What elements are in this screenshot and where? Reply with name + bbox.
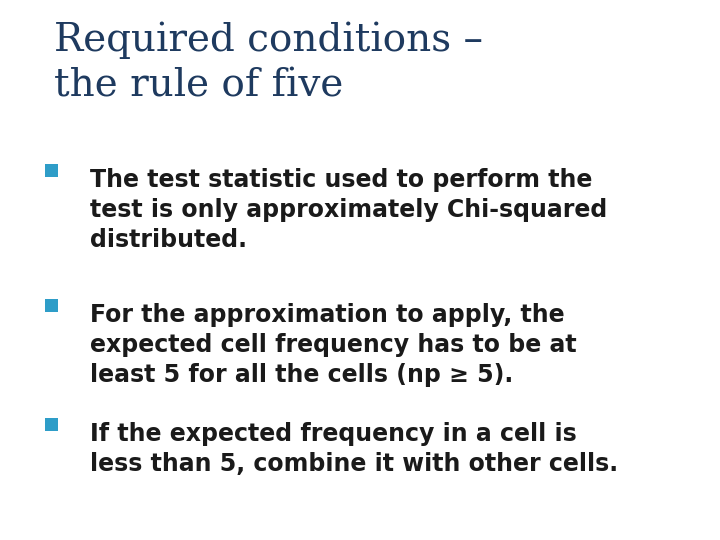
Text: If the expected frequency in a cell is
less than 5, combine it with other cells.: If the expected frequency in a cell is l… [90, 422, 618, 476]
Text: Required conditions –
the rule of five: Required conditions – the rule of five [54, 22, 483, 105]
Text: For the approximation to apply, the
expected cell frequency has to be at
least 5: For the approximation to apply, the expe… [90, 303, 577, 387]
FancyBboxPatch shape [45, 418, 58, 431]
Text: The test statistic used to perform the
test is only approximately Chi-squared
di: The test statistic used to perform the t… [90, 168, 607, 252]
FancyBboxPatch shape [45, 299, 58, 312]
FancyBboxPatch shape [45, 164, 58, 177]
